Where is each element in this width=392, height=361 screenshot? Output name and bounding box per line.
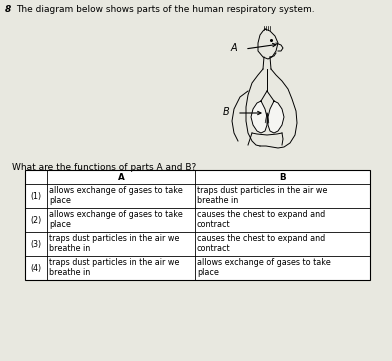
- Text: traps dust particles in the air we
breathe in: traps dust particles in the air we breat…: [49, 258, 180, 277]
- Text: allows exchange of gases to take
place: allows exchange of gases to take place: [197, 258, 331, 277]
- Text: traps dust particles in the air we
breathe in: traps dust particles in the air we breat…: [197, 186, 327, 205]
- Text: A: A: [118, 173, 124, 182]
- Text: B: B: [222, 107, 229, 117]
- Text: traps dust particles in the air we
breathe in: traps dust particles in the air we breat…: [49, 234, 180, 253]
- Text: causes the chest to expand and
contract: causes the chest to expand and contract: [197, 234, 325, 253]
- Text: allows exchange of gases to take
place: allows exchange of gases to take place: [49, 186, 183, 205]
- Polygon shape: [251, 101, 267, 133]
- Text: A: A: [230, 43, 237, 53]
- Text: (3): (3): [31, 239, 42, 248]
- Text: allows exchange of gases to take
place: allows exchange of gases to take place: [49, 210, 183, 229]
- Text: B: B: [279, 173, 286, 182]
- Text: (4): (4): [31, 264, 42, 273]
- Bar: [25, 170, 370, 280]
- Text: The diagram below shows parts of the human respiratory system.: The diagram below shows parts of the hum…: [16, 5, 315, 14]
- Text: causes the chest to expand and
contract: causes the chest to expand and contract: [197, 210, 325, 229]
- Polygon shape: [268, 101, 284, 133]
- Text: (2): (2): [30, 216, 42, 225]
- Text: 8: 8: [5, 5, 11, 14]
- Text: What are the functions of parts A and B?: What are the functions of parts A and B?: [12, 163, 196, 172]
- Text: (1): (1): [31, 191, 42, 200]
